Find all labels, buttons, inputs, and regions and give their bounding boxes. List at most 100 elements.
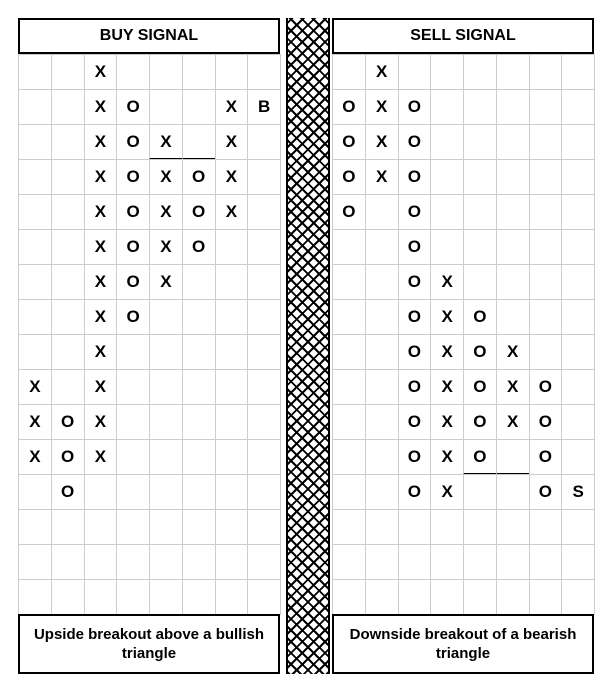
chart-cell [529, 194, 563, 230]
chart-cell [149, 89, 183, 125]
chart-cell [84, 474, 118, 510]
chart-mark-o: O [398, 404, 432, 440]
chart-mark-x: X [149, 194, 183, 230]
chart-cell [332, 544, 366, 580]
chart-mark-x: X [84, 124, 118, 160]
chart-cell [496, 579, 530, 615]
chart-mark-x: X [496, 334, 530, 370]
chart-cell [18, 89, 52, 125]
chart-mark-x: X [18, 439, 52, 475]
chart-cell [529, 229, 563, 265]
chart-cell [182, 299, 216, 335]
chart-mark-o: O [529, 474, 563, 510]
chart-cell [529, 509, 563, 545]
chart-cell [215, 439, 249, 475]
chart-cell [365, 544, 399, 580]
chart-cell [430, 544, 464, 580]
chart-cell [247, 299, 281, 335]
chart-cell [247, 544, 281, 580]
chart-cell [529, 544, 563, 580]
chart-cell [116, 509, 150, 545]
chart-cell [496, 159, 530, 195]
chart-mark-o: O [51, 404, 85, 440]
chart-cell [51, 544, 85, 580]
chart-cell [51, 89, 85, 125]
chart-cell [529, 89, 563, 125]
chart-cell [561, 579, 595, 615]
chart-cell [51, 369, 85, 405]
chart-cell [149, 369, 183, 405]
chart-mark-s: S [561, 474, 595, 510]
chart-mark-x: X [215, 89, 249, 125]
chart-cell [430, 509, 464, 545]
chart-mark-o: O [398, 124, 432, 160]
chart-cell [496, 509, 530, 545]
chart-cell [116, 404, 150, 440]
chart-mark-o: O [332, 124, 366, 160]
chart-cell [149, 299, 183, 335]
chart-cell [18, 229, 52, 265]
chart-cell [365, 509, 399, 545]
chart-cell [496, 544, 530, 580]
chart-mark-o: O [182, 229, 216, 265]
chart-cell [529, 159, 563, 195]
chart-cell [51, 579, 85, 615]
chart-mark-x: X [18, 404, 52, 440]
buy-signal-header-text: BUY SIGNAL [100, 27, 198, 45]
chart-cell [51, 299, 85, 335]
chart-cell [463, 544, 497, 580]
chart-cell [215, 544, 249, 580]
chart-cell [561, 89, 595, 125]
chart-cell [561, 404, 595, 440]
chart-cell [116, 544, 150, 580]
chart-cell [215, 334, 249, 370]
chart-cell [496, 264, 530, 300]
chart-cell [247, 474, 281, 510]
chart-cell [561, 159, 595, 195]
chart-cell [247, 439, 281, 475]
chart-cell [430, 194, 464, 230]
chart-cell [561, 264, 595, 300]
chart-mark-x: X [84, 229, 118, 265]
chart-mark-o: O [398, 439, 432, 475]
chart-cell [247, 404, 281, 440]
chart-mark-o: O [116, 89, 150, 125]
chart-mark-o: O [398, 194, 432, 230]
chart-mark-x: X [430, 299, 464, 335]
chart-cell [215, 299, 249, 335]
chart-mark-x: X [149, 124, 183, 160]
chart-mark-o: O [463, 369, 497, 405]
chart-cell [18, 474, 52, 510]
chart-cell [149, 544, 183, 580]
chart-cell [18, 544, 52, 580]
chart-cell [18, 299, 52, 335]
chart-cell [18, 334, 52, 370]
chart-cell [561, 334, 595, 370]
chart-cell [215, 229, 249, 265]
chart-cell [51, 334, 85, 370]
chart-mark-o: O [332, 194, 366, 230]
chart-mark-x: X [84, 369, 118, 405]
chart-cell [149, 474, 183, 510]
chart-mark-o: O [398, 89, 432, 125]
chart-cell [51, 194, 85, 230]
chart-cell [215, 404, 249, 440]
chart-mark-x: X [365, 89, 399, 125]
chart-cell [332, 54, 366, 90]
chart-cell [149, 509, 183, 545]
chart-cell [332, 299, 366, 335]
chart-cell [365, 404, 399, 440]
chart-cell [463, 89, 497, 125]
chart-cell [496, 229, 530, 265]
chart-cell [496, 194, 530, 230]
chart-cell [149, 439, 183, 475]
chart-cell [18, 579, 52, 615]
chart-mark-x: X [18, 369, 52, 405]
chart-cell [496, 474, 530, 510]
center-divider [286, 18, 330, 674]
chart-cell [247, 334, 281, 370]
chart-mark-x: X [84, 299, 118, 335]
chart-cell [398, 54, 432, 90]
chart-cell [149, 334, 183, 370]
chart-mark-x: X [84, 89, 118, 125]
